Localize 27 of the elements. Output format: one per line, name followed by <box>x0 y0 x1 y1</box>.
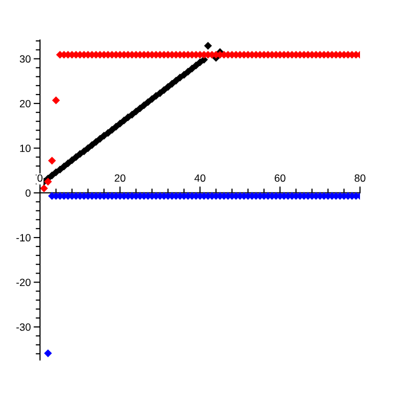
point <box>180 70 188 79</box>
point <box>92 138 100 146</box>
point <box>172 76 180 85</box>
point <box>80 147 88 156</box>
y-tick-label: 30 <box>20 55 31 63</box>
y-tick-label: -10 <box>16 234 31 242</box>
point <box>68 156 76 164</box>
x-tick-label: 40 <box>194 174 206 182</box>
y-tick-label: -20 <box>16 278 31 286</box>
point <box>144 98 152 106</box>
point <box>48 171 56 180</box>
point <box>204 42 212 50</box>
point <box>56 166 64 174</box>
x-tick-label: 0 <box>38 174 42 182</box>
x-tick-label: 20 <box>114 174 126 182</box>
point <box>136 104 144 112</box>
point <box>156 89 164 98</box>
y-tick-label: 10 <box>20 144 31 152</box>
y-tick-label: -30 <box>16 323 31 331</box>
point <box>112 122 120 131</box>
y-tick-label: 20 <box>20 100 31 108</box>
x-tick-label: 80 <box>354 174 366 182</box>
y-tick-label: 0 <box>26 189 31 197</box>
point <box>188 64 196 73</box>
point <box>72 153 80 162</box>
point <box>168 80 176 88</box>
x-tick-label: 60 <box>274 174 286 182</box>
